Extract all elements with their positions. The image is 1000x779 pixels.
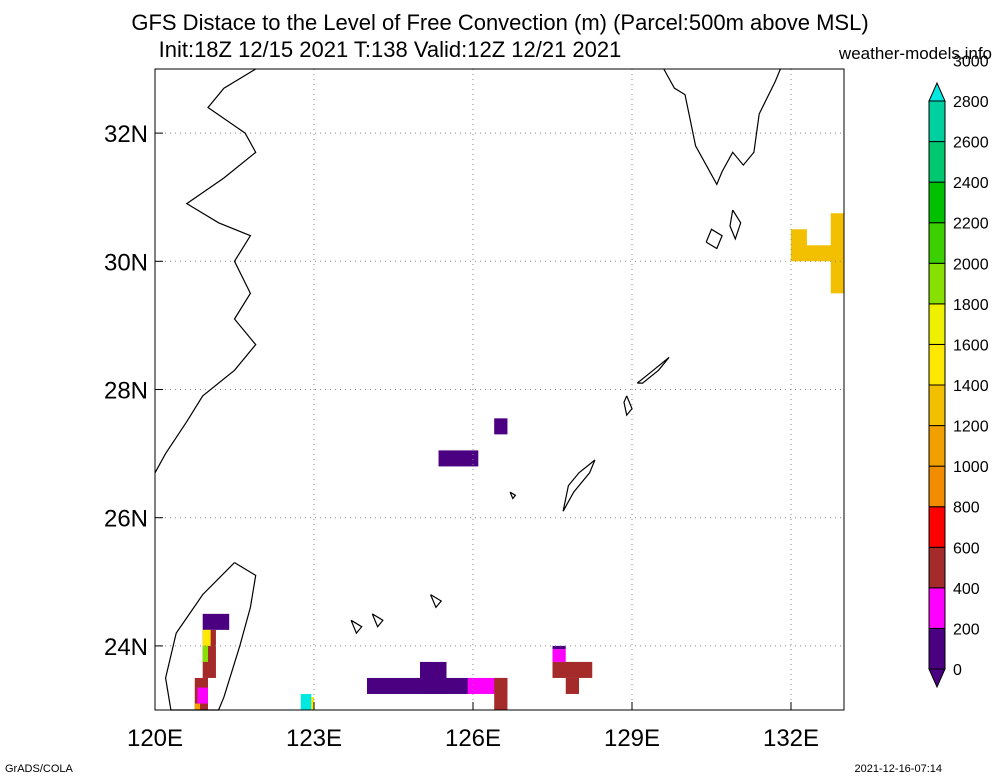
colorbar-swatch [928,425,946,467]
lfc-cell [202,645,208,662]
lfc-cell [830,213,844,294]
kume-island [509,491,517,500]
colorbar-swatch [928,141,946,183]
colorbar-label: 800 [953,500,980,517]
ishigaki-island [371,613,384,628]
colorbar-label: 1800 [953,297,989,314]
site-label: weather-models.info [838,44,992,63]
okinawa-island [562,459,596,512]
lfc-cell [552,645,566,650]
iriomote-island [350,619,363,635]
lfc-cell [494,418,508,435]
kyushu-coast [663,68,781,186]
colorbar-label: 1400 [953,378,989,395]
lfc-cell [311,697,314,710]
x-tick-label: 132E [763,725,819,752]
lfc-cell [494,677,508,710]
miyako-island [430,594,443,609]
colorbar-arrow-high [928,81,946,102]
map-title: GFS Distace to the Level of Free Convect… [131,10,869,35]
tokunoshima [623,395,633,417]
x-tick-label: 129E [604,725,660,752]
y-tick-label: 32N [104,121,148,148]
x-tick-label: 123E [286,725,342,752]
colorbar-label: 3000 [953,53,989,70]
lfc-cell [565,677,579,694]
colorbar: 0 200 400 600 800 1000 1200 1400 1600 1800 2000 220… [928,53,989,689]
east-china-coast [154,68,257,474]
map-subtitle: Init:18Z 12/15 2021 T:138 Valid:12Z 12/2… [158,37,622,62]
colorbar-swatch [928,343,946,386]
lfc-cell [552,649,566,662]
colorbar-label: 1600 [953,337,989,354]
colorbar-swatch [928,465,946,508]
x-tick-label: 120E [127,725,183,752]
colorbar-label: 2800 [953,94,989,111]
colorbar-swatch [928,100,946,143]
axis-labels: 120E 123E 126E 129E 132E 24N 26N 28N 30N 32N [104,121,819,752]
colorbar-label: 0 [953,662,962,679]
colorbar-swatch [928,627,946,670]
colorbar-swatch [928,506,946,548]
y-tick-label: 24N [104,634,148,661]
x-tick-label: 126E [445,725,501,752]
coastlines [154,68,781,711]
lfc-cell [202,613,230,630]
convection-cells [194,213,844,710]
colorbar-label: 2200 [953,216,989,233]
colorbar-swatch [928,262,946,305]
colorbar-swatch [928,303,946,345]
colorbar-label: 2600 [953,135,989,152]
y-tick-label: 30N [104,249,148,276]
colorbar-arrow-low [928,668,946,689]
lfc-cell [438,450,479,467]
lfc-cell [300,693,312,710]
lfc-cell [194,703,201,710]
colorbar-label: 200 [953,621,980,638]
lfc-cell [791,229,807,249]
colorbar-label: 2000 [953,256,989,273]
tanegashima-island [729,209,742,241]
lfc-cell [552,661,593,678]
yakushima-island [705,228,723,250]
lfc-cell [202,629,211,646]
colorbar-swatch [928,181,946,224]
y-tick-label: 26N [104,506,148,533]
colorbar-label: 2400 [953,175,989,192]
footer-left: GrADS/COLA [5,763,73,775]
colorbar-swatch [928,546,946,589]
colorbar-swatch [928,587,946,629]
y-tick-label: 28N [104,378,148,405]
colorbar-label: 1000 [953,459,989,476]
lfc-cell [420,661,447,694]
amami-oshima [636,356,670,384]
colorbar-label: 400 [953,581,980,598]
footer-right: 2021-12-16-07:14 [854,763,942,775]
colorbar-label: 600 [953,540,980,557]
lfc-cell [197,687,208,704]
graticule [154,69,844,710]
colorbar-swatch [928,222,946,264]
colorbar-label: 1200 [953,419,989,436]
colorbar-swatch [928,384,946,427]
